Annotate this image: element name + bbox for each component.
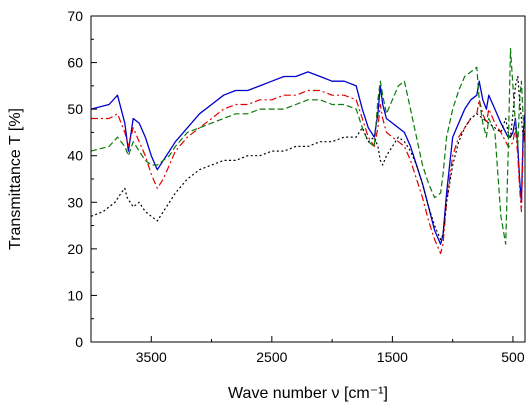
x-tick-label: 1500 (377, 349, 408, 365)
plot-frame (90, 15, 526, 343)
x-tick-label: 3500 (136, 349, 167, 365)
x-tick-label: 2500 (256, 349, 287, 365)
x-axis-title: Wave number ν [cm⁻¹] (228, 385, 388, 402)
y-tick-label: 70 (67, 8, 83, 24)
series-line-1 (90, 71, 526, 245)
series-line-2 (91, 89, 526, 255)
series-line-3 (90, 47, 526, 245)
y-tick-label: 40 (67, 148, 83, 164)
y-tick-label: 60 (67, 55, 83, 71)
x-tick-label: 500 (501, 349, 525, 365)
y-tick-label: 30 (67, 194, 83, 210)
series-layer (90, 47, 526, 255)
y-tick-label: 10 (67, 287, 83, 303)
series-line-4 (90, 75, 526, 241)
y-tick-label: 50 (67, 101, 83, 117)
y-axis-title: Transmittance T [%] (7, 108, 24, 250)
y-tick-label: 0 (75, 334, 83, 350)
tick-layer: 0 10 20 30 40 50 60 70 3500 2500 1500 500 (67, 8, 524, 365)
y-tick-label: 20 (67, 241, 83, 257)
